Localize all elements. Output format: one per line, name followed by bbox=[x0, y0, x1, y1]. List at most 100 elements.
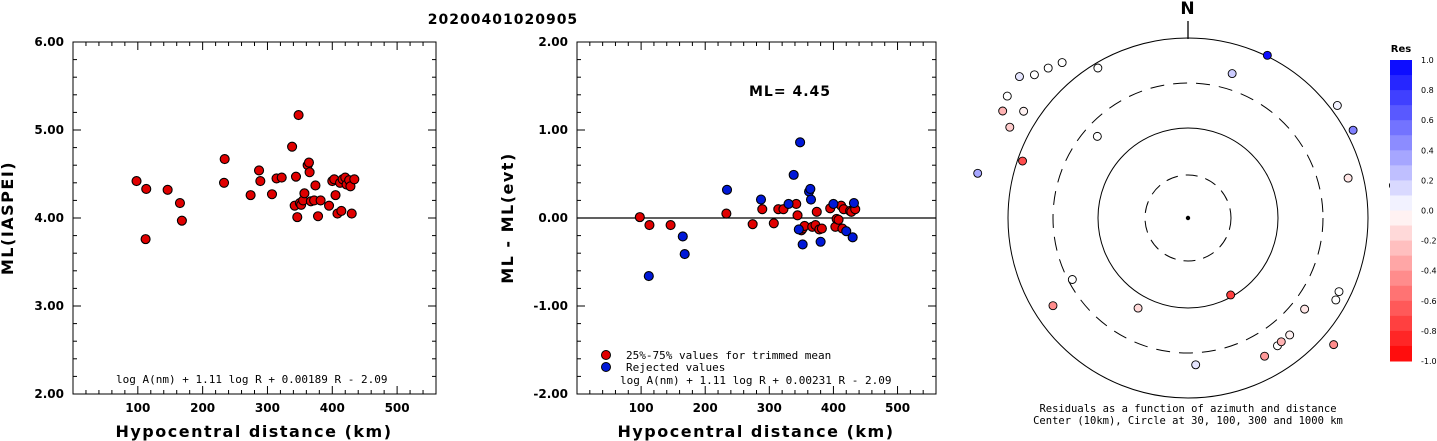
data-point bbox=[755, 194, 767, 205]
legend-marker-trimmed bbox=[601, 350, 611, 360]
formula-1: log A(nm) + 1.11 log R + 0.00189 R - 2.0… bbox=[116, 373, 388, 386]
colorbar-swatch bbox=[1390, 75, 1412, 91]
data-point bbox=[679, 249, 690, 260]
x-tick-label: 300 bbox=[255, 401, 280, 415]
data-point bbox=[805, 194, 817, 205]
station-marker bbox=[1002, 91, 1012, 101]
data-point bbox=[788, 169, 799, 180]
data-point bbox=[140, 234, 151, 245]
ml-annotation: ML= 4.45 bbox=[749, 84, 831, 100]
ring-1000km bbox=[1007, 37, 1369, 399]
data-point bbox=[793, 224, 804, 235]
data-point bbox=[847, 232, 858, 243]
legend-marker-rejected bbox=[601, 362, 611, 372]
data-point bbox=[312, 211, 324, 222]
x-tick-label: 200 bbox=[693, 401, 718, 415]
panel-ml-vs-distance: 100 200 300 400 500 2.00 3.00 4.00 5.00 6.00 log … bbox=[0, 35, 437, 441]
x-tick-label: 500 bbox=[885, 401, 910, 415]
colorbar-tick-label: -1.0 bbox=[1421, 357, 1437, 366]
station-marker bbox=[973, 168, 983, 178]
data-point bbox=[805, 183, 816, 195]
data-point bbox=[323, 200, 335, 211]
data-point bbox=[841, 226, 852, 237]
colorbar-tick-label: -0.6 bbox=[1421, 297, 1437, 306]
colorbar-swatch bbox=[1390, 270, 1412, 287]
data-point bbox=[634, 212, 645, 223]
y-tick-label: 6.00 bbox=[34, 35, 64, 49]
data-point bbox=[310, 180, 321, 191]
data-point bbox=[218, 177, 230, 188]
colorbar-swatch bbox=[1390, 285, 1412, 302]
data-point bbox=[768, 218, 779, 229]
data-point bbox=[293, 109, 304, 121]
y-tick-label: 0.00 bbox=[538, 211, 568, 225]
data-point bbox=[266, 189, 278, 200]
data-point bbox=[245, 190, 256, 201]
data-point bbox=[292, 212, 303, 223]
panel-residual-vs-distance: 100 200 300 400 500 -2.00 -1.00 0.00 1.00 2.00 ML… bbox=[498, 35, 937, 441]
legend-label-trimmed: 25%-75% values for trimmed mean bbox=[626, 349, 831, 362]
station-marker bbox=[1329, 340, 1339, 350]
station-marker bbox=[1018, 156, 1027, 166]
colorbar-swatch bbox=[1390, 315, 1412, 332]
polar-caption-line1: Residuals as a function of azimuth and d… bbox=[1039, 403, 1336, 415]
station-marker bbox=[1043, 63, 1053, 73]
station-marker bbox=[1260, 351, 1270, 361]
data-point bbox=[783, 198, 794, 209]
colorbar-swatch bbox=[1390, 120, 1412, 136]
epicenter-dot bbox=[1185, 215, 1191, 221]
data-point bbox=[828, 198, 839, 209]
legend-label-rejected: Rejected values bbox=[626, 361, 725, 374]
plot-frame-1 bbox=[72, 41, 437, 395]
data-point bbox=[665, 219, 676, 231]
data-point bbox=[162, 184, 173, 195]
ring-300km bbox=[1052, 82, 1324, 354]
station-marker bbox=[1092, 131, 1102, 141]
colorbar-swatch bbox=[1390, 90, 1412, 106]
station-marker bbox=[1029, 70, 1039, 80]
colorbar-tick-label: 1.0 bbox=[1421, 56, 1434, 65]
data-point bbox=[219, 153, 230, 165]
data-point bbox=[315, 195, 326, 206]
data-point bbox=[677, 231, 688, 242]
data-point bbox=[131, 175, 142, 187]
polar-caption-line2: Center (10km), Circle at 30, 100, 300 an… bbox=[1033, 415, 1343, 427]
station-marker bbox=[1285, 330, 1295, 340]
station-marker bbox=[1067, 275, 1077, 284]
y-tick-label: -1.00 bbox=[533, 299, 568, 313]
station-marker bbox=[1332, 101, 1342, 110]
data-point bbox=[253, 165, 265, 176]
colorbar-tick-label: -0.2 bbox=[1421, 237, 1437, 246]
station-marker bbox=[1133, 303, 1143, 313]
colorbar-swatch bbox=[1390, 345, 1412, 362]
colorbar-swatch bbox=[1390, 165, 1412, 181]
colorbar-swatch bbox=[1390, 195, 1412, 211]
colorbar-tick-label: 0.8 bbox=[1421, 86, 1434, 95]
x-tick-label: 400 bbox=[821, 401, 846, 415]
data-point bbox=[287, 141, 298, 152]
ring-100km bbox=[1097, 127, 1279, 309]
station-marker bbox=[1334, 287, 1344, 297]
polar-residual-map: N Residuals as a function of azimuth and… bbox=[973, 0, 1409, 427]
data-point bbox=[303, 157, 315, 168]
station-marker bbox=[1300, 304, 1310, 314]
data-point bbox=[299, 188, 310, 199]
station-marker bbox=[1343, 173, 1353, 183]
station-marker bbox=[1226, 290, 1236, 300]
station-marker bbox=[1019, 106, 1029, 116]
y-tick-label: 3.00 bbox=[34, 299, 64, 313]
station-marker bbox=[1048, 301, 1058, 311]
colorbar-swatch bbox=[1390, 330, 1412, 347]
colorbar-swatch bbox=[1390, 60, 1412, 76]
data-point bbox=[336, 205, 347, 217]
data-point bbox=[304, 167, 315, 178]
data-point bbox=[815, 236, 826, 247]
x-tick-label: 100 bbox=[125, 401, 150, 415]
residual-colorbar: Res 1.0 0.8 0.6 0.4 0.2 0.0 -0.2 -0.4 -0.6 -0.8 -1… bbox=[1390, 44, 1437, 366]
colorbar-swatch bbox=[1390, 225, 1412, 242]
data-point bbox=[747, 219, 758, 230]
colorbar-swatch bbox=[1390, 240, 1412, 257]
ring-30km bbox=[1144, 174, 1232, 262]
